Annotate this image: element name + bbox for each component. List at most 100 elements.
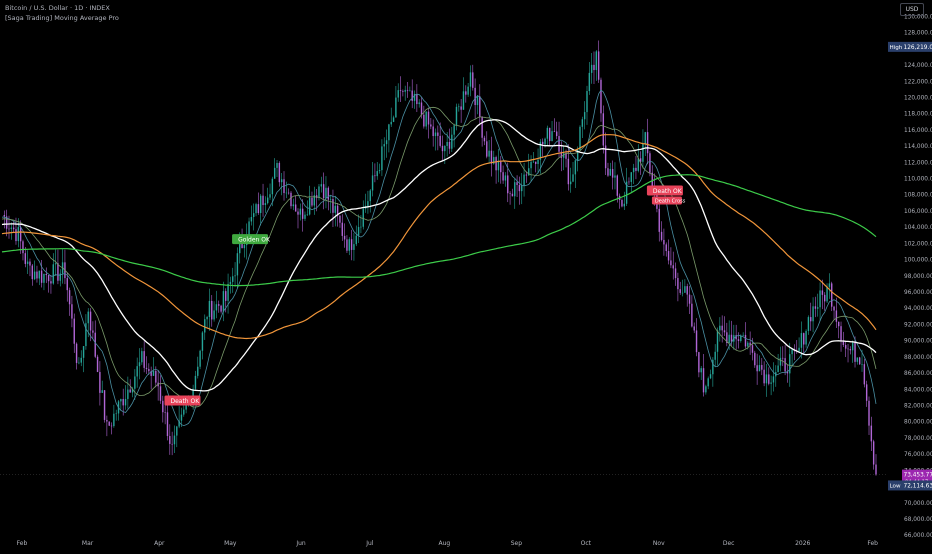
- candle-body: [850, 349, 851, 350]
- candle-body: [649, 153, 650, 172]
- signal-label: Death OK: [653, 188, 683, 195]
- candle-body: [535, 162, 536, 164]
- candle-body: [55, 263, 56, 264]
- candle-body: [353, 244, 354, 250]
- candle-body: [663, 240, 664, 244]
- candle-body: [521, 185, 522, 191]
- candle-body: [18, 227, 19, 241]
- candle-body: [519, 185, 520, 191]
- candle-body: [500, 162, 501, 173]
- candle-body: [572, 174, 573, 181]
- candle-body: [225, 291, 226, 301]
- candle-body: [323, 184, 324, 198]
- candle-body: [106, 420, 107, 422]
- candle-body: [570, 182, 571, 185]
- y-tick-label: 104,000.00: [904, 225, 932, 231]
- candle-body: [127, 390, 128, 399]
- candle-body: [25, 253, 26, 264]
- indicator-name[interactable]: [Saga Trading] Moving Average Pro: [5, 14, 119, 22]
- candle-body: [4, 215, 5, 216]
- signal-golden-0: Golden OK: [232, 234, 271, 244]
- candle-body: [227, 284, 228, 301]
- candle-body: [607, 168, 608, 175]
- candle-body: [575, 160, 576, 174]
- candle-body: [204, 319, 205, 332]
- candle-body: [516, 182, 517, 185]
- candle-body: [8, 229, 9, 230]
- candle-body: [817, 307, 818, 309]
- candle-body: [530, 162, 531, 168]
- candle-body: [328, 188, 329, 200]
- candle-body: [768, 374, 769, 383]
- candle-body: [547, 128, 548, 139]
- candle-body: [384, 144, 385, 146]
- candle-body: [696, 330, 697, 352]
- candle-body: [109, 422, 110, 426]
- candle-body: [183, 410, 184, 415]
- candle-body: [840, 326, 841, 340]
- candle-body: [845, 345, 846, 349]
- candle-body: [805, 331, 806, 345]
- x-tick-label: May: [224, 540, 237, 547]
- x-tick-label: 2026: [795, 540, 810, 547]
- y-tick-label: 76,000.00: [904, 452, 932, 458]
- candle-body: [488, 151, 489, 157]
- candle-body: [719, 326, 720, 331]
- candle-body: [596, 51, 597, 70]
- candle-body: [253, 213, 254, 217]
- y-tick-label: 82,000.00: [904, 404, 932, 410]
- candle-body: [509, 193, 510, 194]
- candle-body: [232, 276, 233, 282]
- candle-body: [705, 386, 706, 392]
- currency-selector[interactable]: USD: [900, 3, 924, 16]
- candle-body: [88, 312, 89, 324]
- y-tick-label: 100,000.00: [904, 258, 932, 264]
- candle-body: [465, 91, 466, 94]
- candle-body: [113, 414, 114, 426]
- candle-body: [95, 333, 96, 357]
- candle-body: [120, 399, 121, 401]
- candle-body: [181, 415, 182, 421]
- candle-body: [777, 366, 778, 373]
- candle-body: [20, 227, 21, 241]
- candle-body: [700, 368, 701, 372]
- candle-body: [351, 239, 352, 250]
- candle-body: [721, 326, 722, 331]
- candle-body: [115, 413, 116, 414]
- candle-body: [710, 374, 711, 378]
- candle-body: [260, 196, 261, 213]
- candle-body: [551, 131, 552, 141]
- candle-body: [297, 212, 298, 215]
- candle-body: [638, 158, 639, 171]
- x-tick-label: Nov: [653, 540, 665, 547]
- x-tick-label: Dec: [723, 540, 735, 547]
- candle-body: [589, 73, 590, 91]
- candle-body: [693, 326, 694, 330]
- candle-body: [267, 198, 268, 204]
- candle-body: [439, 136, 440, 146]
- candle-body: [645, 132, 646, 143]
- candle-body: [22, 241, 23, 253]
- candle-body: [74, 319, 75, 344]
- candle-body: [32, 266, 33, 280]
- candle-body: [27, 262, 28, 264]
- y-tick-label: 70,000.00: [904, 501, 932, 507]
- candle-body: [141, 351, 142, 362]
- y-tick-label: 94,000.00: [904, 306, 932, 312]
- candle-body: [43, 274, 44, 283]
- candle-body: [174, 436, 175, 445]
- candle-body: [211, 301, 212, 319]
- candle-body: [370, 190, 371, 201]
- candle-body: [374, 175, 375, 176]
- candle-body: [134, 376, 135, 388]
- candle-body: [586, 91, 587, 112]
- candle-body: [868, 401, 869, 426]
- candle-body: [491, 151, 492, 164]
- candle-body: [523, 175, 524, 186]
- candle-body: [78, 363, 79, 364]
- candle-body: [593, 65, 594, 70]
